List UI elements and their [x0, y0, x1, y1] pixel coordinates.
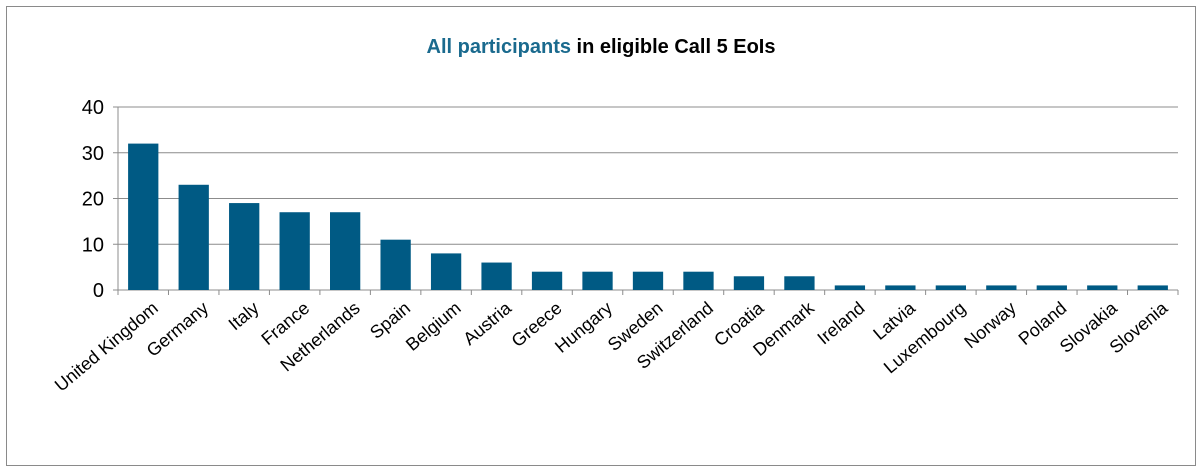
bar	[128, 143, 159, 290]
x-tick-label: Ireland	[813, 298, 868, 349]
bar	[885, 285, 916, 290]
bar	[683, 271, 714, 290]
chart-title-accent: All participants	[426, 36, 571, 58]
gridlines	[118, 106, 1178, 245]
x-tick-label: Slovenia	[1106, 297, 1173, 357]
bar	[178, 184, 209, 290]
x-tick-label: Belgium	[402, 298, 465, 355]
bar	[1137, 285, 1168, 290]
bar	[834, 285, 866, 290]
bar	[380, 239, 411, 290]
y-tick-label: 20	[82, 189, 104, 211]
bar	[986, 285, 1017, 290]
bar	[1036, 285, 1067, 290]
bar	[582, 271, 613, 290]
bar	[279, 212, 310, 290]
x-tick-label: Hungary	[551, 298, 616, 357]
bar	[935, 285, 966, 290]
y-tick-label: 40	[82, 97, 104, 119]
x-tick-label: Italy	[225, 298, 263, 335]
bar	[733, 276, 765, 290]
y-tick-label: 0	[93, 280, 104, 302]
chart-title-rest: in eligible Call 5 EoIs	[570, 36, 776, 58]
x-tick-label: Norway	[960, 298, 1020, 353]
bar	[1087, 285, 1118, 290]
chart-title: All participants in eligible Call 5 EoIs	[0, 36, 1202, 59]
bar	[430, 253, 462, 290]
y-tick-label: 10	[82, 234, 104, 256]
y-tick-labels: 0 10 20 30 40	[82, 97, 104, 302]
bar	[531, 271, 563, 290]
bar	[229, 203, 260, 290]
bars	[128, 143, 1168, 290]
bar	[784, 276, 815, 290]
y-tick-label: 30	[82, 143, 104, 165]
bar	[330, 212, 361, 290]
axes	[113, 106, 1179, 295]
bar	[632, 271, 664, 290]
x-tick-label: Austria	[459, 297, 516, 349]
bar	[481, 262, 512, 290]
